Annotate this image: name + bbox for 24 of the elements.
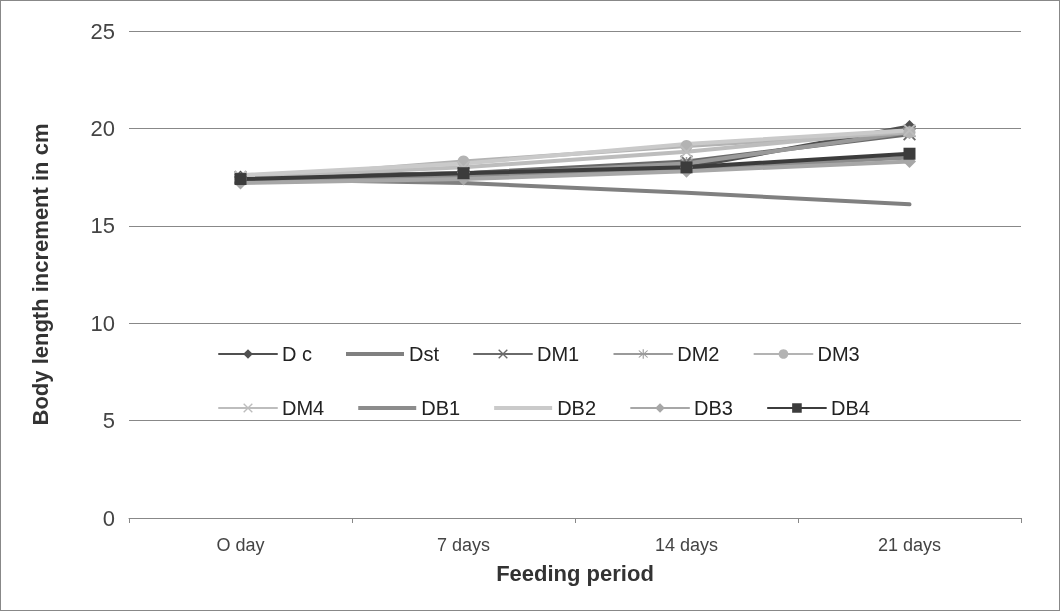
y-tick-label: 5: [102, 408, 115, 434]
y-tick-label: 20: [90, 115, 115, 141]
point: [903, 147, 916, 160]
legend-label: DM3: [817, 343, 860, 365]
x-tick-label: 7 days: [436, 535, 491, 555]
x-tick-label: 21 days: [877, 535, 942, 555]
y-tick-label: 10: [90, 310, 115, 336]
y-axis-title: Body length increment in cm: [27, 123, 53, 426]
legend-label: D c: [282, 343, 312, 365]
y-tick-label: 0: [102, 505, 115, 531]
x-axis-title: Feeding period: [496, 560, 654, 586]
legend-label: DB4: [830, 397, 870, 419]
legend-label: DB1: [421, 397, 461, 419]
point: [680, 145, 693, 159]
legend-label: DM2: [677, 343, 720, 365]
legend-label: DB3: [694, 397, 733, 419]
y-tick-label: 25: [90, 18, 115, 44]
legend-label: DM4: [282, 397, 325, 419]
legend-label: Dst: [409, 343, 440, 365]
x-tick-label: 14 days: [654, 535, 719, 555]
x-tick-label: O day: [216, 535, 265, 555]
legend-label: DM1: [537, 343, 580, 365]
legend-label: DB2: [557, 397, 597, 419]
y-tick-label: 15: [90, 213, 115, 239]
